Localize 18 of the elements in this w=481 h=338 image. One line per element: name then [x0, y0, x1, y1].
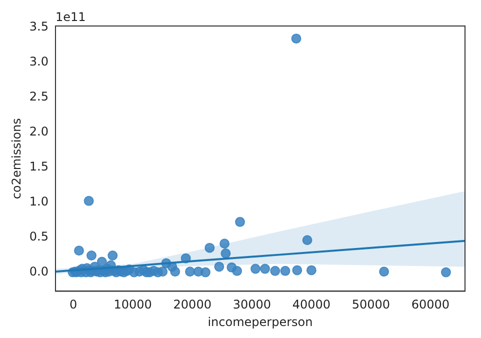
x-tick-label: 40000: [292, 298, 331, 312]
y-tick-label: 0.0: [29, 264, 48, 278]
x-tick-label: 20000: [173, 298, 212, 312]
x-axis-title: incomeperperson: [208, 314, 313, 329]
y-tick-label: 3.5: [29, 20, 48, 34]
y-tick-label: 0.5: [29, 229, 48, 244]
x-tick-label: 50000: [352, 298, 390, 312]
x-tick-label: 10000: [114, 298, 152, 312]
y-tick-label: 3.0: [29, 54, 48, 69]
x-tick-label: 0: [70, 298, 78, 312]
x-tick-label: 30000: [232, 298, 272, 312]
text: 1e11: [55, 10, 86, 24]
y-axis-title: co2emissions: [9, 118, 24, 200]
x-tick-label: 60000: [411, 298, 450, 312]
y-tick-label: 2.5: [29, 90, 48, 104]
y-tick-label: 2.0: [29, 124, 48, 138]
y-tick-label: 1.5: [29, 159, 48, 174]
y-tick-label: 1.0: [29, 194, 48, 208]
